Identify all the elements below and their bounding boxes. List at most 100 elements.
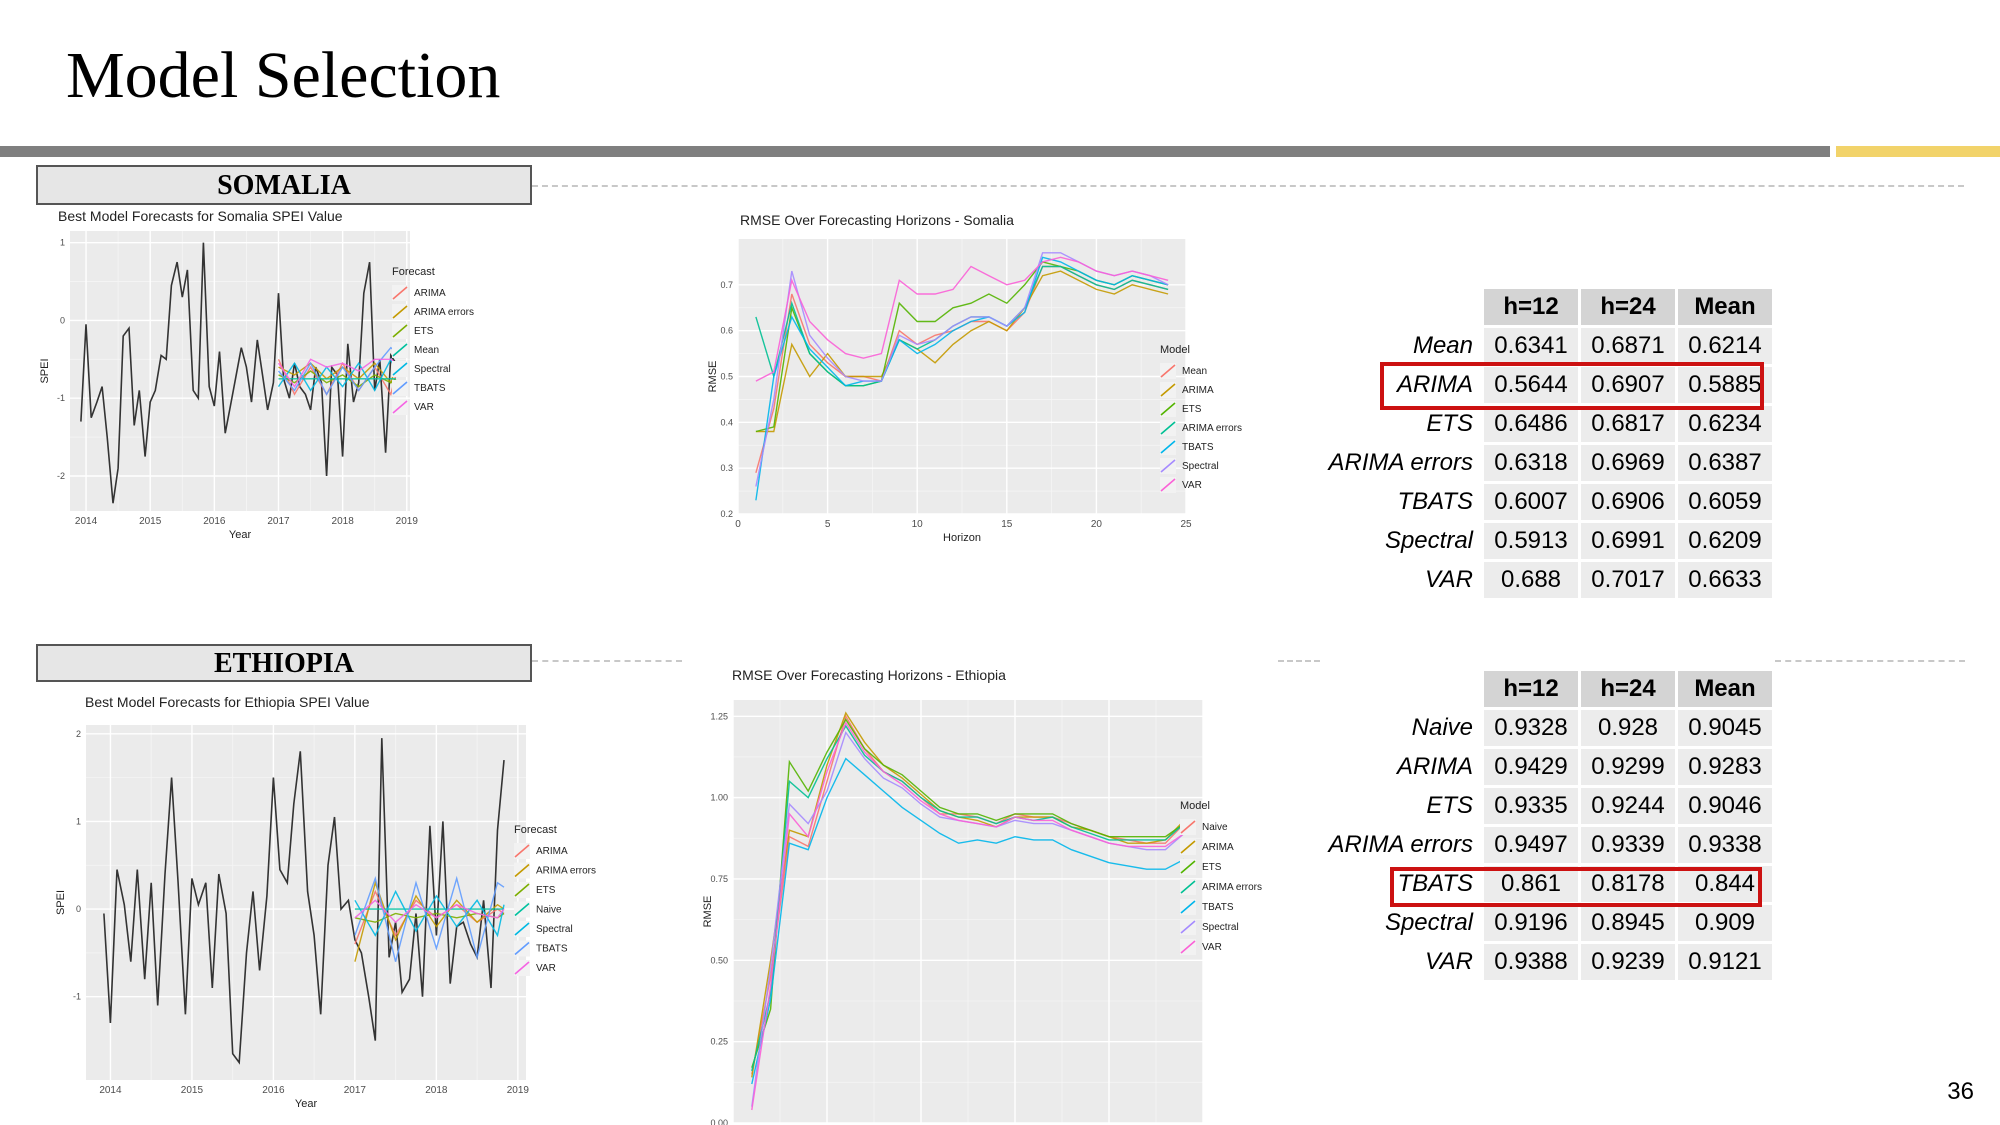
table-row: ETS 0.6486 0.6817 0.6234 (1323, 406, 1772, 442)
x-tick-label: 2014 (99, 1085, 122, 1096)
x-tick-label: 2016 (262, 1085, 285, 1096)
row-label: ETS (1426, 410, 1473, 437)
series-line-spectral (354, 889, 505, 938)
col-header: Mean (1678, 289, 1772, 325)
header-rule (0, 146, 1830, 157)
table-row: Spectral 0.9196 0.8945 0.909 (1323, 905, 1772, 941)
col-header: h=24 (1581, 671, 1675, 707)
legend-label: ARIMA errors (536, 866, 596, 877)
table-row: ARIMA errors 0.6318 0.6969 0.6387 (1323, 445, 1772, 481)
x-tick-label: 5 (825, 519, 831, 530)
row-label: Spectral (1384, 527, 1473, 554)
somalia-rmse-table: h=12 h=24 Mean Mean 0.6341 0.6871 0.6214 ARI… (1320, 286, 1775, 601)
somalia-divider (532, 185, 1964, 187)
series-line-arima (751, 711, 1185, 1078)
table-cell: 0.6907 (1581, 367, 1675, 403)
x-tick-label: 2017 (344, 1085, 367, 1096)
ethiopia-rmse-table: h=12 h=24 Mean Naive 0.9328 0.928 0.9045 ARI… (1320, 668, 1775, 983)
table-row: ARIMA 0.9429 0.9299 0.9283 (1323, 749, 1772, 785)
y-tick-label: 2 (76, 729, 81, 739)
table-cell: 0.6486 (1484, 406, 1578, 442)
table-cell: 0.6387 (1678, 445, 1772, 481)
table-cell: 0.6007 (1484, 484, 1578, 520)
y-tick-label: 1 (76, 816, 81, 826)
legend-swatch (1160, 364, 1176, 378)
table-cell: 0.9429 (1484, 749, 1578, 785)
x-tick-label: 2017 (267, 516, 290, 527)
series-line-var (277, 358, 397, 388)
table-row: ETS 0.9335 0.9244 0.9046 (1323, 788, 1772, 824)
series-line-arima-errors (751, 724, 1185, 1072)
table-row: ARIMA 0.5644 0.6907 0.5885 (1323, 367, 1772, 403)
table-cell: 0.6906 (1581, 484, 1675, 520)
legend-swatch (514, 961, 530, 975)
chart-title: RMSE Over Forecasting Horizons - Ethiopi… (732, 667, 1006, 683)
table-row: Naive 0.9328 0.928 0.9045 (1323, 710, 1772, 746)
legend-swatch (514, 844, 530, 858)
series-line-tbats (755, 256, 1169, 501)
table-cell: 0.861 (1484, 866, 1578, 902)
table-cell: 0.9299 (1581, 749, 1675, 785)
row-label: ARIMA errors (1328, 831, 1473, 858)
legend-label: Spectral (536, 924, 573, 935)
x-tick-label: 2014 (75, 516, 98, 527)
page-number: 36 (1947, 1078, 1974, 1105)
legend-swatch (1160, 402, 1176, 416)
table-cell: 0.9239 (1581, 944, 1675, 980)
region-label-ethiopia: ETHIOPIA (36, 644, 532, 682)
y-tick-label: 0.00 (710, 1118, 728, 1125)
table-row: VAR 0.688 0.7017 0.6633 (1323, 562, 1772, 598)
col-header: h=12 (1484, 289, 1578, 325)
table-cell: 0.6059 (1678, 484, 1772, 520)
table-row: ARIMA errors 0.9497 0.9339 0.9338 (1323, 827, 1772, 863)
table-cell: 0.9121 (1678, 944, 1772, 980)
legend-swatch (392, 343, 408, 357)
table-cell: 0.9244 (1581, 788, 1675, 824)
y-tick-label: -2 (57, 471, 65, 481)
x-tick-label: 2019 (396, 516, 419, 527)
table-row: VAR 0.9388 0.9239 0.9121 (1323, 944, 1772, 980)
legend-label: ARIMA errors (1182, 423, 1242, 434)
table-cell: 0.9338 (1678, 827, 1772, 863)
legend-label: ETS (1182, 404, 1202, 415)
series-line-var (354, 899, 505, 924)
legend-swatch (514, 902, 530, 917)
legend-swatch (1160, 459, 1176, 473)
legend-label: TBATS (1182, 442, 1214, 453)
legend-swatch (392, 324, 408, 338)
table-cell: 0.9497 (1484, 827, 1578, 863)
table-cell: 0.8945 (1581, 905, 1675, 941)
table-cell: 0.9045 (1678, 710, 1772, 746)
y-tick-label: 0 (76, 904, 81, 914)
x-tick-label: 25 (1180, 519, 1192, 530)
legend-label: Mean (414, 345, 439, 356)
table-cell: 0.9328 (1484, 710, 1578, 746)
legend-label: ARIMA errors (1202, 882, 1262, 893)
ethiopia-divider-a (532, 660, 682, 662)
series-line-tbats (277, 346, 397, 396)
table-cell: 0.8178 (1581, 866, 1675, 902)
row-label: ARIMA (1396, 371, 1473, 398)
y-axis-label: RMSE (702, 896, 714, 928)
row-label: ETS (1426, 792, 1473, 819)
legend-swatch (1160, 440, 1176, 454)
table-cell: 0.6817 (1581, 406, 1675, 442)
legend-label: VAR (414, 402, 434, 413)
legend-swatch (1180, 940, 1196, 954)
y-tick-label: 0.25 (710, 1037, 728, 1047)
table-cell: 0.9335 (1484, 788, 1578, 824)
table-row: Mean 0.6341 0.6871 0.6214 (1323, 328, 1772, 364)
legend-swatch (514, 941, 530, 956)
legend-label: TBATS (1202, 902, 1234, 913)
legend-title: Model (1180, 800, 1210, 812)
y-tick-label: 1 (60, 238, 65, 248)
row-label: TBATS (1397, 870, 1473, 897)
table-cell: 0.9046 (1678, 788, 1772, 824)
y-axis-label: SPEI (40, 358, 51, 383)
legend-label: Spectral (414, 364, 451, 375)
ethiopia-forecast-chart: 2014 2015 2016 2017 2018 2019 -1 0 1 2 Best Model … (55, 694, 596, 1110)
legend-swatch (1180, 920, 1196, 934)
row-label: Mean (1412, 332, 1473, 359)
y-tick-label: 0.4 (720, 417, 733, 427)
legend-swatch (514, 883, 530, 897)
